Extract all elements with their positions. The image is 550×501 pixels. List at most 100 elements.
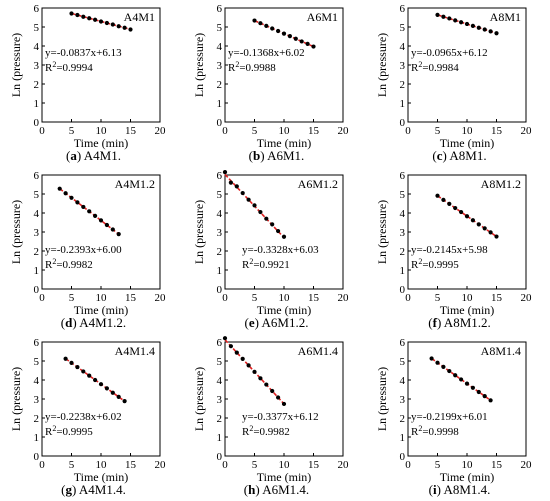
y-axis-label: Ln (pressure) xyxy=(9,33,23,97)
y-axis-label: Ln (pressure) xyxy=(9,200,23,264)
y-tick-label: 3 xyxy=(34,60,40,72)
y-tick-label: 1 xyxy=(34,265,40,277)
chart-panel-a: 0 5 10 15 20 0 1 2 3 4 5 6 Time (min) Ln (pressure) A4… xyxy=(2,0,185,167)
panel-caption: (h) A6M1.4. xyxy=(243,482,310,497)
y-tick-label: 2 xyxy=(34,79,40,91)
y-tick-label: 4 xyxy=(400,375,406,387)
y-tick-label: 5 xyxy=(217,189,223,201)
chart-svg: 0 5 10 15 20 0 1 2 3 4 5 6 Time (min) Ln (pressure) A4… xyxy=(9,3,166,150)
series-title: A8M1.2 xyxy=(481,177,521,191)
data-point xyxy=(104,386,109,391)
fit-equation: y=-0.2393x+6.00 xyxy=(45,244,122,256)
chart-panel-f: 0 5 10 15 20 0 1 2 3 4 5 6 Time (min) Ln (pressure) A8… xyxy=(368,167,550,334)
data-point xyxy=(441,14,446,19)
data-point xyxy=(464,214,470,219)
x-tick-label: 10 xyxy=(96,459,108,471)
fit-equation: y=-0.2238x+6.02 xyxy=(45,411,122,423)
data-point xyxy=(98,19,104,24)
y-tick-label: 6 xyxy=(217,3,223,15)
data-point xyxy=(476,389,481,395)
chart-svg: 0 5 10 15 20 0 1 2 3 4 5 6 Time (min) Ln (pressure) A6… xyxy=(192,3,349,150)
x-tick-label: 20 xyxy=(521,292,533,304)
x-tick-label: 0 xyxy=(405,292,411,304)
series-title: A4M1.2 xyxy=(115,177,155,191)
data-point xyxy=(228,344,233,349)
r-squared: R2=0.9995 xyxy=(45,424,93,438)
data-point xyxy=(252,369,257,374)
y-tick-label: 6 xyxy=(217,337,223,349)
x-tick-label: 10 xyxy=(279,292,291,304)
x-tick-label: 5 xyxy=(69,292,75,304)
series-title: A8M1 xyxy=(490,10,521,24)
x-tick-label: 15 xyxy=(125,125,137,137)
data-point xyxy=(87,373,92,378)
data-point xyxy=(252,203,257,208)
x-tick-label: 15 xyxy=(308,459,320,471)
data-point xyxy=(470,218,475,223)
y-tick-label: 3 xyxy=(34,227,40,239)
data-point xyxy=(264,216,269,221)
chart-svg: 0 5 10 15 20 0 1 2 3 4 5 6 Time (min) Ln (pressure) A6… xyxy=(192,336,349,484)
x-tick-label: 0 xyxy=(405,125,411,137)
data-point xyxy=(435,12,440,17)
data-point xyxy=(447,201,452,206)
chart-panel-i: 0 5 10 15 20 0 1 2 3 4 5 6 Time (min) Ln (pressure) A8… xyxy=(368,334,550,501)
data-point xyxy=(270,26,275,31)
y-tick-label: 1 xyxy=(34,432,40,444)
x-tick-label: 20 xyxy=(338,292,350,304)
data-point xyxy=(429,356,434,361)
data-point xyxy=(69,195,74,200)
data-point xyxy=(258,209,263,215)
x-tick-label: 5 xyxy=(69,125,75,137)
data-point xyxy=(494,31,499,36)
data-point xyxy=(453,205,458,211)
x-tick-label: 20 xyxy=(521,459,533,471)
data-point xyxy=(81,204,86,210)
panel-caption: (f) A8M1.2. xyxy=(428,315,491,330)
data-point xyxy=(240,190,245,196)
y-tick-label: 1 xyxy=(217,98,223,110)
data-point xyxy=(122,398,127,404)
y-tick-label: 6 xyxy=(34,170,40,182)
data-point xyxy=(234,350,239,355)
x-tick-label: 5 xyxy=(252,125,258,137)
data-point xyxy=(299,39,304,44)
y-tick-label: 6 xyxy=(34,337,40,349)
data-point xyxy=(93,17,98,22)
y-tick-label: 4 xyxy=(400,208,406,220)
data-point xyxy=(453,373,458,378)
y-tick-label: 4 xyxy=(217,375,223,387)
series-title: A6M1.4 xyxy=(298,344,338,358)
data-point xyxy=(293,36,298,41)
panel-caption: (i) A8M1.4. xyxy=(428,482,491,497)
y-tick-label: 0 xyxy=(217,284,223,296)
y-axis-label: Ln (pressure) xyxy=(375,33,389,97)
data-point xyxy=(63,191,68,196)
data-point xyxy=(116,231,121,237)
chart-svg: 0 5 10 15 20 0 1 2 3 4 5 6 Time (min) Ln (pressure) A4… xyxy=(9,337,166,484)
data-point xyxy=(98,218,104,223)
data-point xyxy=(128,27,133,32)
x-tick-label: 10 xyxy=(462,125,474,137)
data-point xyxy=(470,385,475,390)
data-point xyxy=(63,356,68,361)
x-axis-label: Time (min) xyxy=(257,470,312,484)
y-axis-label: Ln (pressure) xyxy=(375,200,389,264)
data-point xyxy=(276,228,281,234)
data-point xyxy=(93,377,98,383)
y-tick-label: 0 xyxy=(400,284,406,296)
x-tick-label: 5 xyxy=(252,459,258,471)
data-point xyxy=(222,336,228,341)
y-tick-label: 0 xyxy=(34,117,40,129)
data-point xyxy=(234,184,239,189)
y-tick-label: 1 xyxy=(217,265,223,277)
data-point xyxy=(281,234,287,239)
data-point xyxy=(435,193,440,198)
y-tick-label: 4 xyxy=(400,41,406,53)
r-squared: R2=0.9995 xyxy=(411,257,459,271)
data-point xyxy=(87,209,92,214)
panel-caption: (a) A4M1. xyxy=(66,148,121,163)
y-tick-label: 1 xyxy=(400,98,406,110)
data-point xyxy=(264,382,269,387)
chart-panel-c: 0 5 10 15 20 0 1 2 3 4 5 6 Time (min) Ln (pressure) A8… xyxy=(368,0,550,167)
